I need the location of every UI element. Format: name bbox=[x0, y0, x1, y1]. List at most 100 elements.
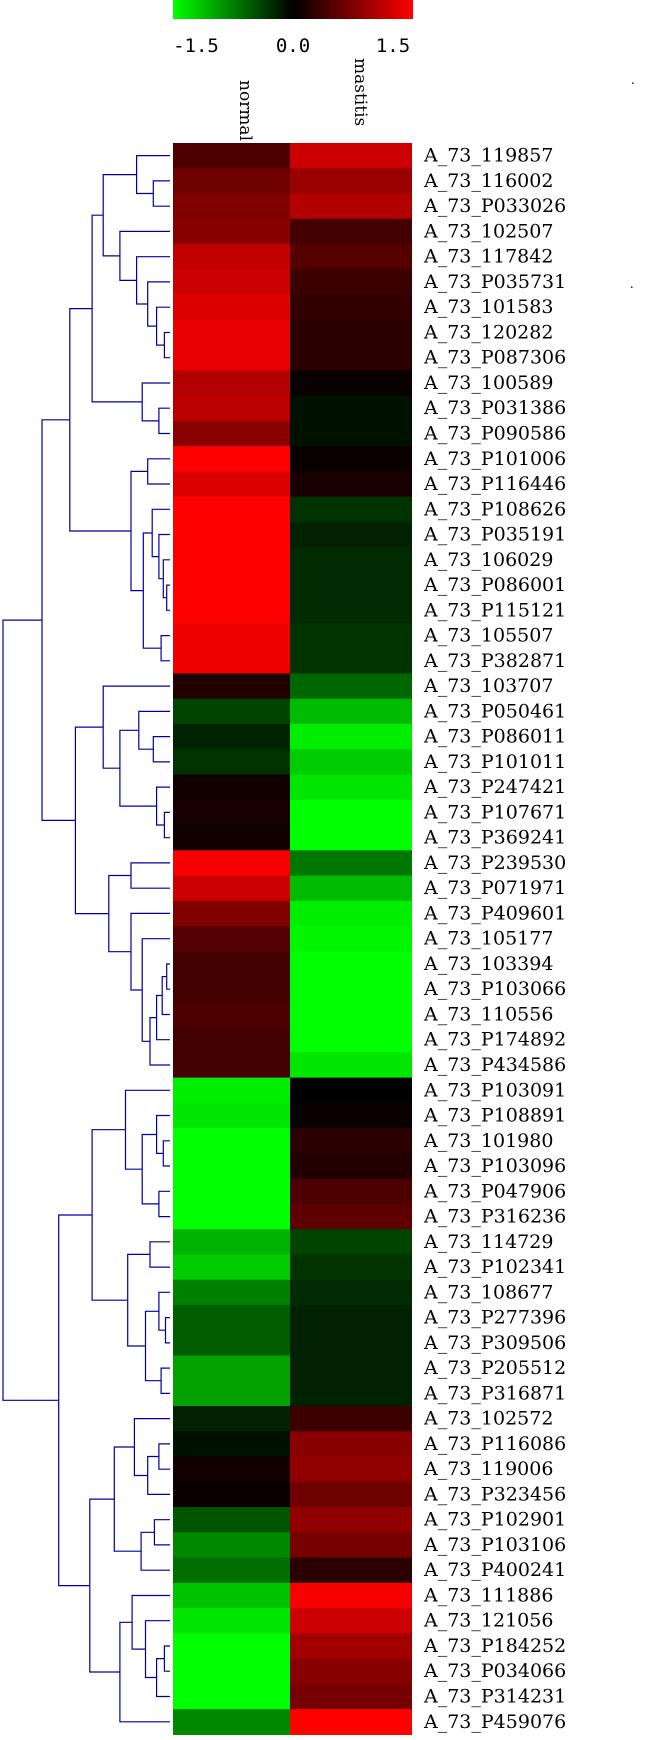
row-label: A_73_121056 bbox=[423, 1610, 553, 1632]
heatmap-cell-A_73_P174892-mastitis bbox=[290, 1027, 412, 1053]
row-label: A_73_P086001 bbox=[423, 574, 566, 596]
row-label: A_73_101980 bbox=[423, 1130, 553, 1152]
row-label: A_73_117842 bbox=[423, 246, 553, 268]
dendrogram-branch bbox=[91, 214, 143, 403]
heatmap-cell-A_73_P103066-mastitis bbox=[290, 976, 412, 1003]
heatmap-cell-A_73_P382871-normal bbox=[173, 648, 290, 675]
row-label: A_73_P031386 bbox=[423, 397, 566, 419]
dendrogram-branch bbox=[151, 508, 170, 558]
row-label: A_73_P086011 bbox=[423, 726, 566, 748]
dendrogram-branch bbox=[163, 1645, 170, 1672]
heatmap-cell-A_73_P316871-normal bbox=[173, 1380, 290, 1407]
heatmap-cell-A_73_101980-normal bbox=[173, 1128, 290, 1154]
row-label: A_73_P101011 bbox=[423, 751, 566, 773]
heatmap-cell-A_73_P108891-normal bbox=[173, 1102, 290, 1129]
heatmap-cell-A_73_P086001-normal bbox=[173, 572, 290, 599]
heatmap-cell-A_73_P205512-mastitis bbox=[290, 1355, 412, 1382]
dendrogram-branch bbox=[147, 281, 170, 327]
row-label: A_73_P108891 bbox=[423, 1105, 566, 1127]
row-label: A_73_106029 bbox=[423, 549, 553, 571]
heatmap-cell-A_73_102572-normal bbox=[173, 1406, 290, 1432]
heatmap-cell-A_73_P314231-normal bbox=[173, 1683, 290, 1710]
heatmap-cell-A_73_P108626-normal bbox=[173, 496, 290, 523]
heatmap-cell-A_73_P087306-normal bbox=[173, 345, 290, 371]
heatmap-cell-A_73_103394-normal bbox=[173, 951, 290, 978]
dendrogram-branch bbox=[163, 811, 170, 839]
heatmap-cell-A_73_105507-normal bbox=[173, 622, 290, 649]
stray-dot-1: . bbox=[631, 73, 635, 88]
scale-tick-label-min: -1.5 bbox=[173, 35, 219, 57]
heatmap-cell-A_73_101980-mastitis bbox=[290, 1128, 412, 1154]
heatmap-cell-A_73_P323456-normal bbox=[173, 1481, 290, 1508]
heatmap-cell-A_73_117842-normal bbox=[173, 244, 290, 270]
row-label: A_73_P047906 bbox=[423, 1180, 566, 1202]
row-label: A_73_P277396 bbox=[423, 1307, 566, 1329]
heatmap-cell-A_73_P101011-normal bbox=[173, 749, 290, 776]
heatmap-cell-A_73_111886-mastitis bbox=[290, 1582, 412, 1609]
row-label: A_73_110556 bbox=[423, 1003, 553, 1025]
dendrogram-branch bbox=[133, 1418, 170, 1477]
heatmap-cell-A_73_P103106-mastitis bbox=[290, 1532, 412, 1559]
heatmap-cell-A_73_P035731-mastitis bbox=[290, 269, 412, 296]
heatmap-cell-A_73_P086011-normal bbox=[173, 723, 290, 750]
heatmap-cell-A_73_P035191-normal bbox=[173, 521, 290, 548]
row-label: A_73_P369241 bbox=[423, 827, 566, 849]
row-label: A_73_P316871 bbox=[423, 1382, 566, 1404]
dendrogram-branch bbox=[149, 1241, 170, 1268]
heatmap-cell-A_73_P102341-normal bbox=[173, 1254, 290, 1281]
dendrogram-branch bbox=[138, 710, 170, 750]
heatmap-cell-A_73_P034066-normal bbox=[173, 1658, 290, 1685]
heatmap-cell-A_73_120282-normal bbox=[173, 319, 290, 346]
heatmap-cell-A_73_P369241-normal bbox=[173, 825, 290, 851]
dendrogram-branch bbox=[2, 619, 59, 1401]
row-label: A_73_105177 bbox=[423, 928, 553, 950]
dendrogram-branch bbox=[160, 635, 170, 662]
row-label: A_73_P101006 bbox=[423, 448, 566, 470]
heatmap-cell-A_73_P323456-mastitis bbox=[290, 1481, 412, 1508]
row-label: A_73_P087306 bbox=[423, 347, 566, 369]
heatmap-cell-A_73_P409601-mastitis bbox=[290, 900, 412, 927]
dendrogram-branch bbox=[156, 1658, 170, 1698]
heatmap-cell-A_73_P107671-normal bbox=[173, 799, 290, 826]
dendrogram-branch bbox=[156, 306, 170, 346]
row-label: A_73_P034066 bbox=[423, 1660, 566, 1682]
heatmap-cell-A_73_P034066-mastitis bbox=[290, 1658, 412, 1685]
heatmap-cell-A_73_P116086-mastitis bbox=[290, 1431, 412, 1458]
dendrogram-branch bbox=[162, 1140, 170, 1167]
heatmap-cell-A_73_P087306-mastitis bbox=[290, 345, 412, 371]
dendrogram-branch bbox=[166, 963, 170, 990]
heatmap-cell-A_73_102507-mastitis bbox=[290, 218, 412, 245]
heatmap-cell-A_73_116002-normal bbox=[173, 168, 290, 195]
heatmap-cell-A_73_P316871-mastitis bbox=[290, 1380, 412, 1407]
heatmap-cell-A_73_P184252-mastitis bbox=[290, 1633, 412, 1660]
heatmap-cells bbox=[173, 143, 412, 1735]
heatmap-cell-A_73_P115121-mastitis bbox=[290, 597, 412, 624]
row-label: A_73_P033026 bbox=[423, 195, 566, 217]
heatmap-cell-A_73_117842-mastitis bbox=[290, 244, 412, 270]
row-label: A_73_116002 bbox=[423, 170, 553, 192]
heatmap-cell-A_73_P047906-mastitis bbox=[290, 1178, 412, 1205]
row-label: A_73_105507 bbox=[423, 625, 553, 647]
heatmap-cell-A_73_P108626-mastitis bbox=[290, 496, 412, 523]
row-label: A_73_P400241 bbox=[423, 1559, 566, 1581]
heatmap-cell-A_73_P086001-mastitis bbox=[290, 572, 412, 599]
dendrogram-branch bbox=[153, 1519, 170, 1546]
row-label: A_73_P314231 bbox=[423, 1685, 566, 1707]
heatmap-cell-A_73_P103106-normal bbox=[173, 1532, 290, 1559]
dendrogram-branch bbox=[158, 407, 170, 435]
dendrogram-branch bbox=[89, 1498, 120, 1673]
heatmap-cell-A_73_P031386-mastitis bbox=[290, 395, 412, 422]
heatmap-cell-A_73_103394-mastitis bbox=[290, 951, 412, 978]
row-label: A_73_P108626 bbox=[423, 498, 566, 520]
heatmap-cell-A_73_P277396-normal bbox=[173, 1304, 290, 1331]
row-label: A_73_P316236 bbox=[423, 1206, 566, 1228]
heatmap-cell-A_73_108677-normal bbox=[173, 1279, 290, 1306]
heatmap-cell-A_73_P400241-mastitis bbox=[290, 1557, 412, 1584]
dendrogram-branch bbox=[130, 912, 170, 991]
row-label: A_73_119857 bbox=[423, 145, 553, 167]
dendrogram-branch bbox=[113, 1446, 142, 1552]
heatmap-cell-A_73_106029-normal bbox=[173, 547, 290, 574]
row-label: A_73_P174892 bbox=[423, 1029, 566, 1051]
heatmap-cell-A_73_P309506-normal bbox=[173, 1330, 290, 1357]
heatmap-cell-A_73_P459076-mastitis bbox=[290, 1709, 412, 1735]
